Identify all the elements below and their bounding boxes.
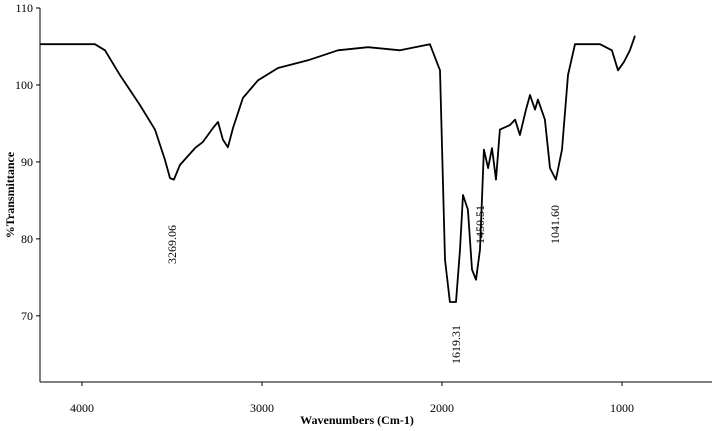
x-tick-label: 1000 bbox=[610, 401, 634, 415]
peak-label: 1450.51 bbox=[473, 205, 487, 244]
x-axis-label: Wavenumbers (Cm-1) bbox=[300, 413, 414, 427]
peak-label: 3269.06 bbox=[165, 225, 179, 264]
peak-label: 1041.60 bbox=[548, 205, 562, 244]
x-tick-label: 4000 bbox=[70, 401, 94, 415]
y-tick-label: 70 bbox=[21, 309, 33, 323]
peak-label: 1619.31 bbox=[449, 325, 463, 364]
x-tick-label: 2000 bbox=[430, 401, 454, 415]
x-tick-label: 3000 bbox=[250, 401, 274, 415]
y-tick-label: 90 bbox=[21, 155, 33, 169]
y-axis-label: %Transmittance bbox=[3, 151, 17, 238]
y-tick-label: 110 bbox=[15, 1, 33, 15]
spectrum-line bbox=[40, 35, 636, 303]
y-tick-label: 100 bbox=[15, 78, 33, 92]
y-tick-label: 80 bbox=[21, 232, 33, 246]
